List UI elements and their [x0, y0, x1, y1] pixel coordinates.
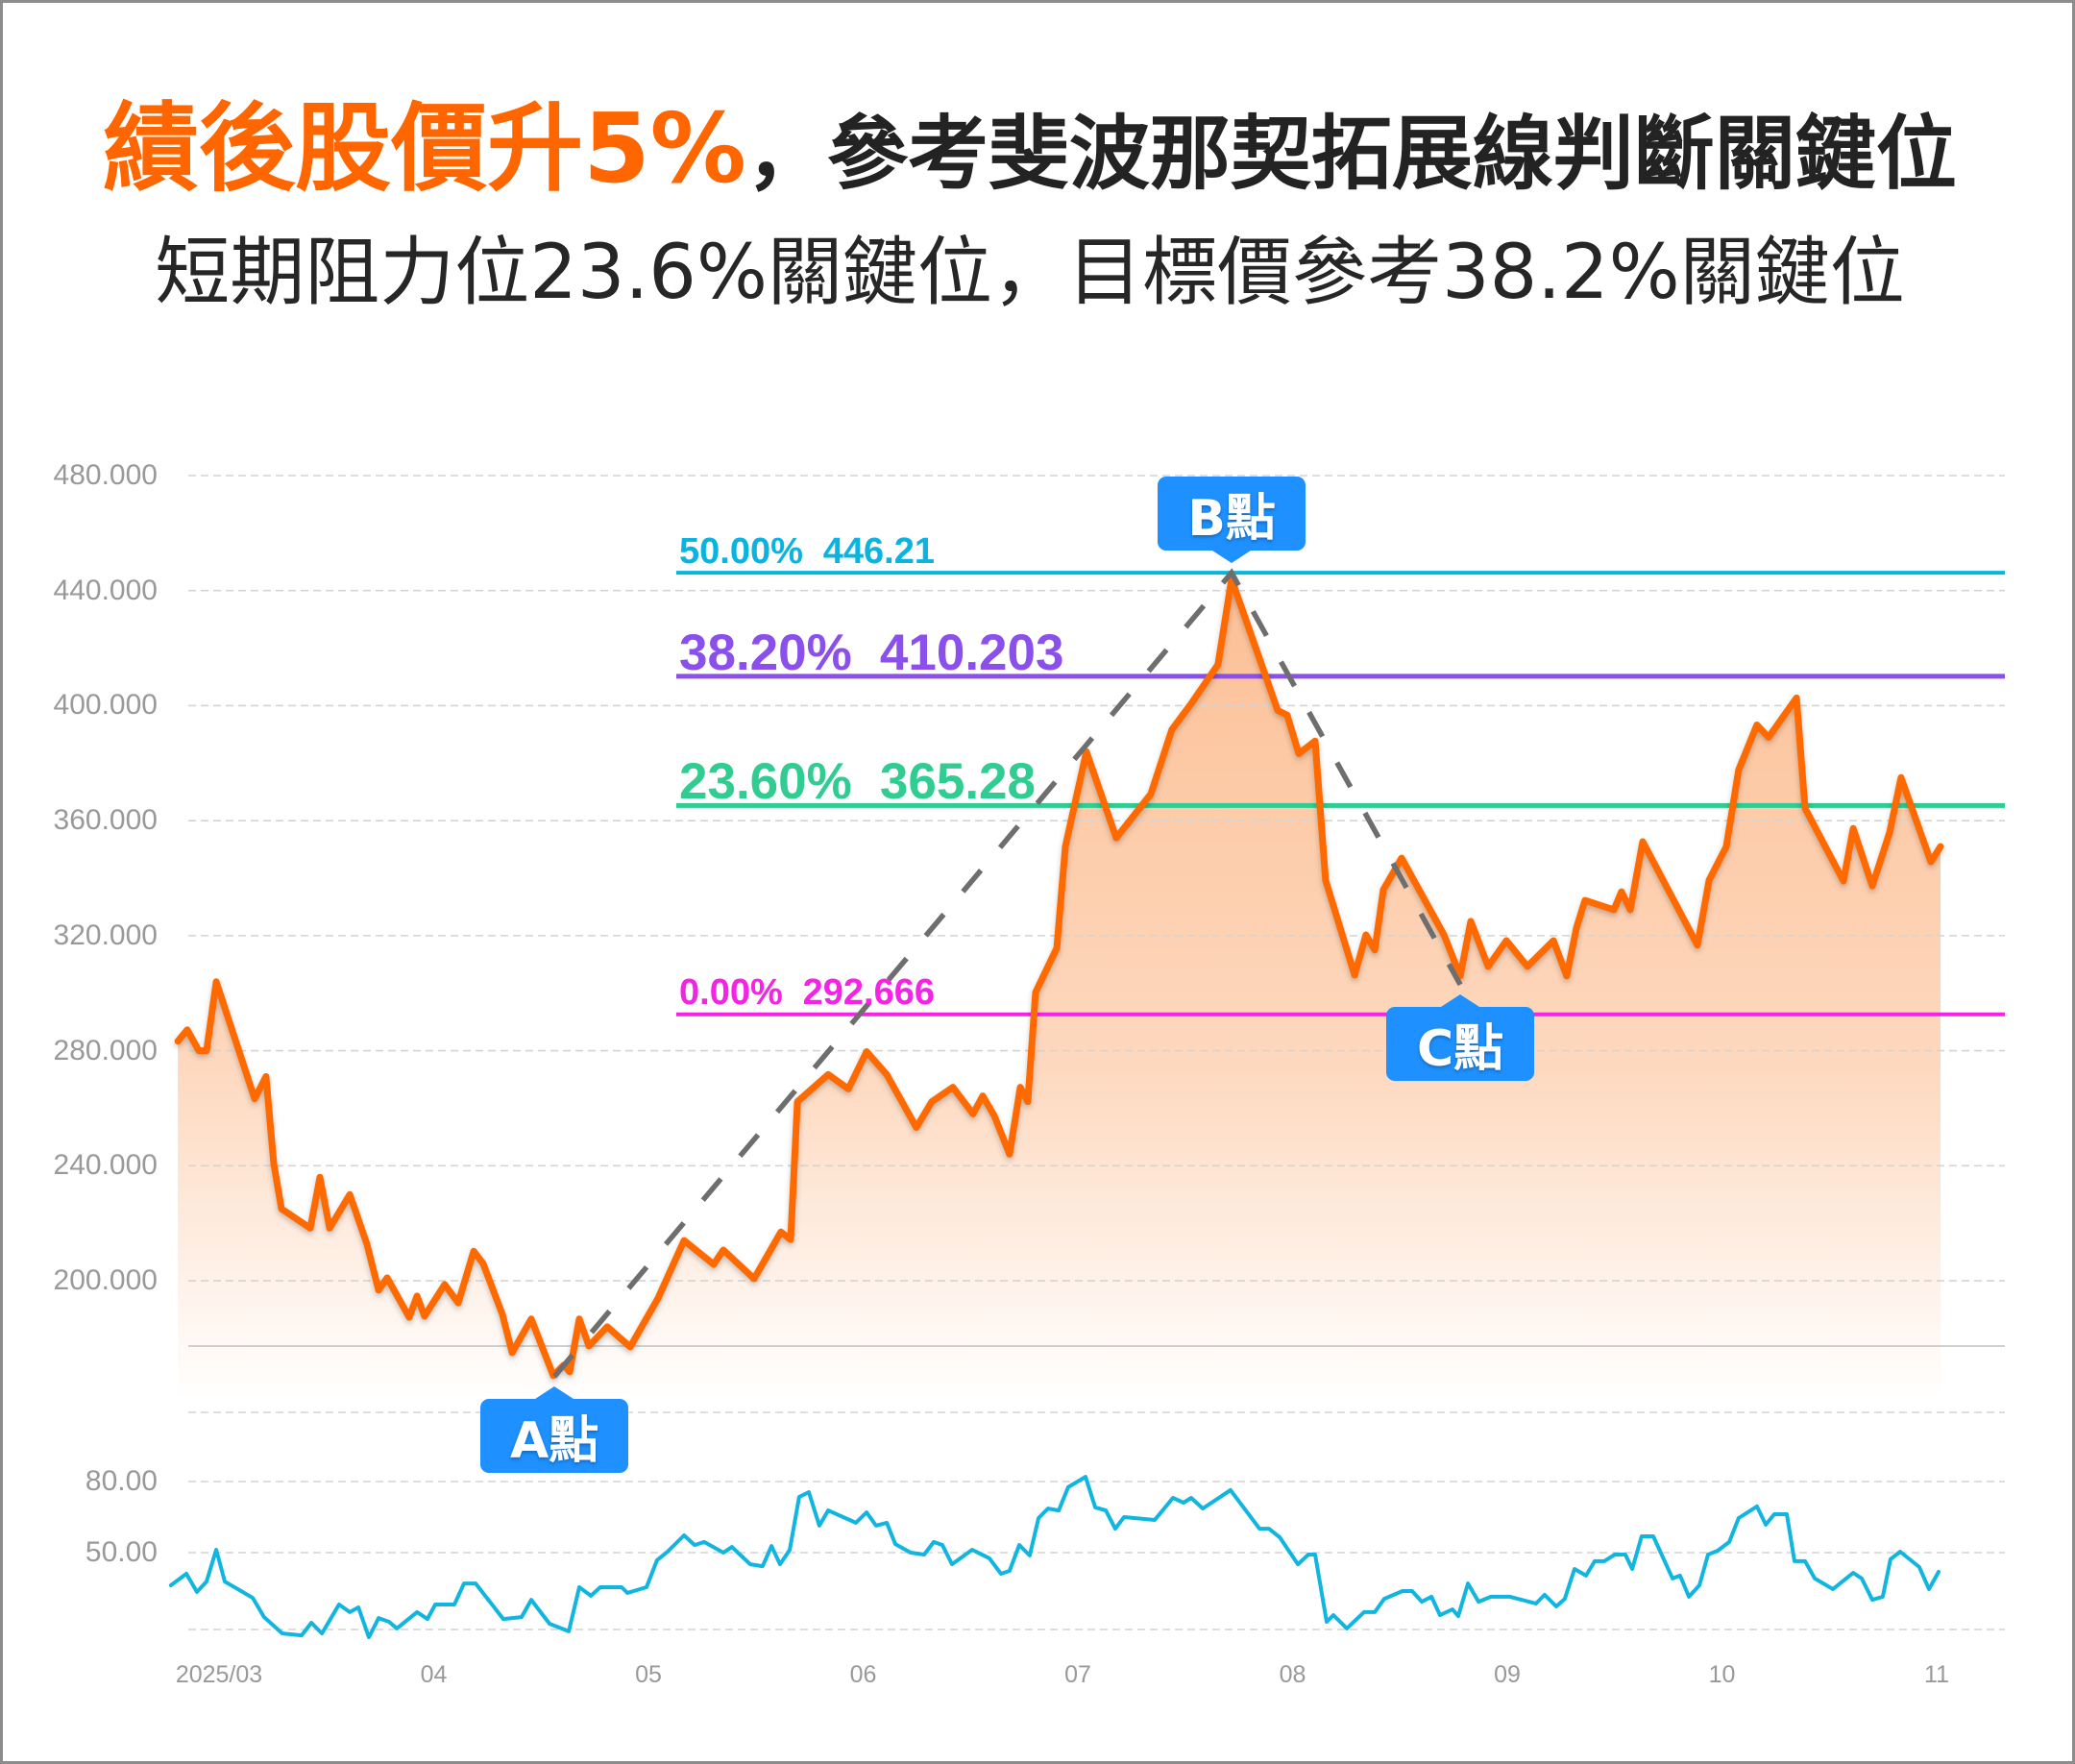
fib-price: 410.203	[879, 624, 1064, 681]
y-axis-label: 480.000	[53, 459, 158, 491]
marker-label: C點	[1416, 1019, 1504, 1078]
headline-accent: 績後股價升5%	[103, 92, 746, 205]
fib-ratio: 0.00%	[679, 972, 783, 1014]
indicator-axis-label: 80.00	[85, 1465, 158, 1497]
fib-price: 292.666	[802, 972, 936, 1014]
fib-price: 446.21	[822, 530, 936, 572]
point-marker-c: C點	[1386, 993, 1535, 1081]
pointer-down-icon	[1212, 551, 1252, 564]
abc-dashed-path	[551, 568, 1463, 1379]
fib-ratio: 38.20%	[679, 624, 852, 681]
price-line	[174, 576, 1944, 1380]
y-axis-label: 240.000	[53, 1149, 158, 1182]
marker-label: B點	[1187, 490, 1276, 549]
point-marker-a: A點	[480, 1385, 629, 1473]
price-line-group	[174, 576, 1944, 1380]
headline-main: ，參考斐波那契拓展線判斷關鍵位	[745, 107, 1957, 201]
x-axis-label: 06	[849, 1661, 877, 1688]
x-axis-label: 04	[420, 1661, 448, 1688]
y-axis-label: 320.000	[53, 919, 158, 951]
fib-ratio: 23.60%	[679, 753, 852, 811]
x-axis-label: 10	[1708, 1661, 1736, 1688]
marker-label: A點	[509, 1411, 599, 1470]
pointer-up-icon	[535, 1385, 574, 1399]
fib-level-lines	[676, 571, 2005, 1017]
y-axis-label: 400.000	[53, 689, 158, 722]
fib-level-label: 38.20% 410.203	[679, 627, 1064, 678]
y-axis-label: 440.000	[53, 574, 158, 606]
fib-level-label: 50.00% 446.21	[679, 533, 935, 570]
fib-level-label: 23.60% 365.28	[679, 756, 1036, 807]
pointer-up-icon	[1441, 993, 1480, 1007]
y-axis-label: 280.000	[53, 1034, 158, 1066]
fib-level-label: 0.00% 292.666	[679, 974, 935, 1011]
subheadline: 短期阻力位23.6%關鍵位，目標價參考38.2%關鍵位	[155, 230, 1905, 316]
price-area-fill	[178, 578, 1941, 1400]
indicator-line	[168, 1475, 1941, 1640]
x-axis-label: 09	[1494, 1661, 1521, 1688]
x-axis-label: 11	[1924, 1661, 1949, 1688]
x-axis-label: 05	[635, 1661, 662, 1688]
x-axis-label: 07	[1064, 1661, 1091, 1688]
price-area	[178, 578, 1941, 1400]
y-axis-label: 360.000	[53, 804, 158, 837]
y-axis-label: 200.000	[53, 1264, 158, 1297]
fib-price: 365.28	[879, 753, 1037, 811]
point-marker-b: B點	[1158, 477, 1306, 564]
indicator-axis-label: 50.00	[85, 1536, 158, 1568]
x-axis-label: 2025/03	[175, 1661, 263, 1688]
abc-dashed-line	[551, 568, 1463, 1379]
x-axis-label: 08	[1279, 1661, 1306, 1688]
indicator-line-group	[168, 1475, 1941, 1640]
fib-ratio: 50.00%	[679, 530, 803, 572]
headline: 績後股價升5%，參考斐波那契拓展線判斷關鍵位	[0, 96, 2060, 230]
